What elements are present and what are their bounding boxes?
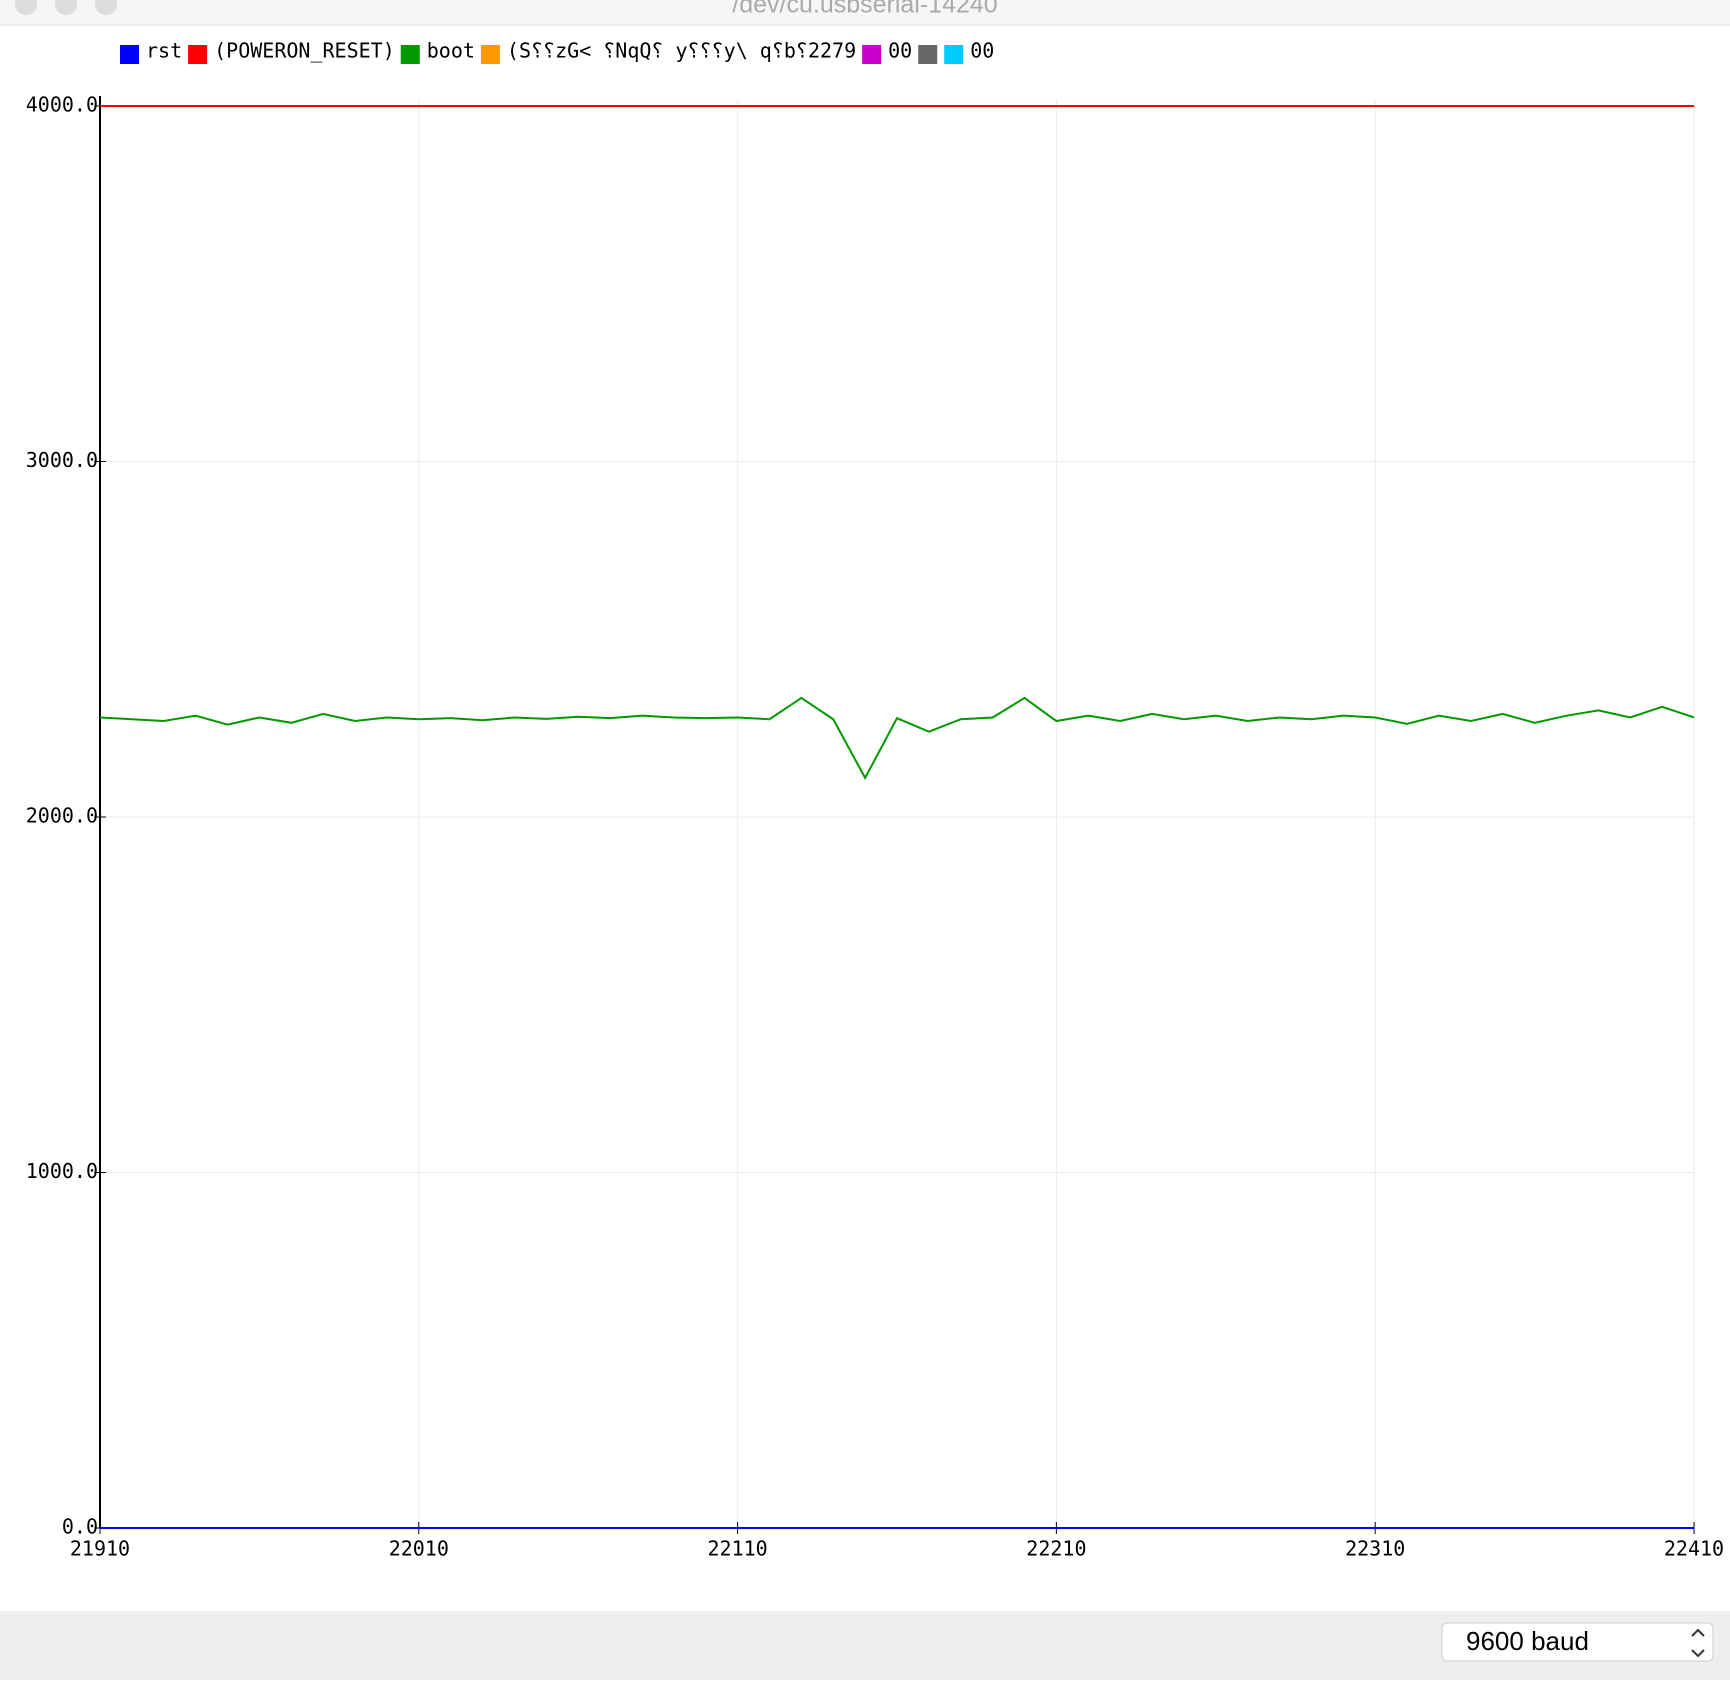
x-tick-label: 22310	[1345, 1537, 1405, 1561]
legend-label: rst	[146, 39, 182, 63]
series-line	[99, 696, 1695, 781]
baud-select[interactable]	[1441, 1622, 1714, 1662]
close-button[interactable]	[15, 0, 37, 15]
legend-swatch	[944, 45, 964, 64]
y-tick-label: 2000.0	[26, 804, 98, 828]
legend-label: boot	[427, 39, 475, 63]
legend-swatch	[120, 45, 139, 64]
legend-label: 00	[888, 39, 912, 63]
baud-label: 9600 baud	[1466, 1626, 1589, 1656]
y-tick-label: 0.0	[62, 1515, 98, 1539]
legend-swatch	[862, 45, 882, 64]
legend-swatch	[480, 45, 500, 64]
y-tick-label: 1000.0	[26, 1159, 98, 1183]
y-tick-label: 3000.0	[26, 448, 98, 472]
legend-label: (POWERON_RESET)	[214, 39, 395, 63]
zoom-button[interactable]	[95, 0, 117, 15]
plot: 0.0 1000.0 2000.0 3000.0 4000.0 21910 22010 221…	[26, 39, 1724, 1561]
select-arrows	[1691, 1628, 1705, 1658]
x-tick-label: 22110	[707, 1537, 767, 1561]
legend-label: (S⸮⸮zG< ⸮NqQ⸮ y⸮⸮⸮y\ q⸮b⸮2279	[507, 39, 856, 63]
x-tick-label: 22210	[1026, 1537, 1086, 1561]
legend-swatch	[188, 45, 208, 64]
legend-swatch	[400, 45, 420, 64]
x-tick-label: 22410	[1664, 1537, 1724, 1561]
x-tick-label: 22010	[389, 1537, 449, 1561]
window-title: /dev/cu.usbserial-14240	[732, 0, 997, 19]
legend-label: 00	[970, 39, 994, 63]
y-tick-label: 4000.0	[26, 93, 98, 117]
minimize-button[interactable]	[55, 0, 77, 15]
title-bar	[0, 0, 1730, 25]
legend-swatch	[918, 45, 938, 64]
x-tick-label: 21910	[70, 1537, 130, 1561]
